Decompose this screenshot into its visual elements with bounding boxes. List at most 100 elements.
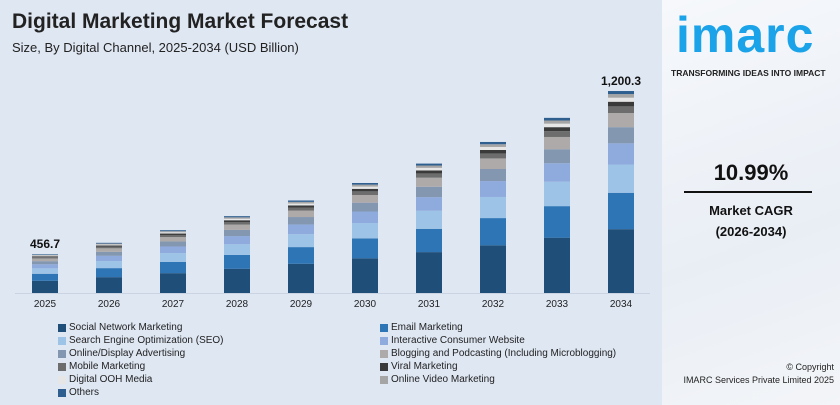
bar-segment (288, 263, 314, 293)
bar-segment (352, 186, 378, 189)
copyright: © Copyright (786, 362, 834, 372)
legend-swatch (58, 362, 66, 371)
bar-segment (416, 165, 442, 168)
x-tick-label: 2026 (98, 299, 121, 310)
legend-swatch (380, 349, 388, 358)
bar-segment (608, 106, 634, 114)
bar-segment (96, 251, 122, 256)
bar-segment (224, 217, 250, 219)
bar-segment (416, 163, 442, 166)
legend-swatch (380, 362, 388, 371)
bar-segment (32, 268, 58, 274)
legend-swatch (58, 323, 66, 332)
bar-segment (480, 149, 506, 154)
bar-segment (96, 244, 122, 246)
bar-segment (32, 273, 58, 281)
data-label: 1,200.3 (601, 74, 641, 88)
bar-segment (544, 181, 570, 207)
bar-segment (32, 264, 58, 269)
bar-segment (224, 244, 250, 255)
bar-segment (288, 200, 314, 202)
bar-segment (224, 220, 250, 222)
chart-subtitle: Size, By Digital Channel, 2025-2034 (USD… (12, 40, 299, 55)
bar-segment (160, 237, 186, 242)
bar-segment (544, 127, 570, 132)
bar-segment (96, 255, 122, 262)
x-tick-label: 2034 (610, 299, 633, 310)
bar-segment (480, 141, 506, 145)
bar-segment (416, 170, 442, 174)
bar-segment (480, 169, 506, 182)
stacked-bar-chart: 2025 456.7 2026 2027 2028 2029 2030 2031 2032 203… (15, 74, 650, 310)
bar-segment (288, 201, 314, 204)
bar-segment (544, 131, 570, 137)
x-tick-label: 2027 (162, 299, 185, 310)
chart-title: Digital Marketing Market Forecast (12, 10, 349, 33)
bar-segment (352, 223, 378, 239)
legend-label: Others (69, 387, 100, 398)
bar-segment (160, 230, 186, 232)
legend-item: Blogging and Podcasting (Including Micro… (380, 347, 616, 360)
legend-item: Mobile Marketing (58, 360, 224, 373)
legend-label: Social Network Marketing (69, 322, 183, 333)
bar-segment (288, 205, 314, 208)
bar-segment (352, 188, 378, 192)
bar-segment (416, 252, 442, 293)
bar-segment (288, 217, 314, 225)
bar-segment (96, 268, 122, 278)
bar-segment (160, 273, 186, 293)
bar-segment (608, 127, 634, 144)
brand-panel (662, 0, 840, 405)
x-tick-label: 2029 (290, 299, 313, 310)
legend-swatch (380, 323, 388, 332)
legend-label: Mobile Marketing (69, 361, 146, 372)
x-tick-label: 2033 (546, 299, 569, 310)
cagr-label: Market CAGR (709, 203, 793, 218)
imarc-logo: imarc (676, 7, 815, 63)
bar-segment (352, 211, 378, 224)
bar-segment (416, 197, 442, 211)
bar-segment (96, 245, 122, 247)
x-tick-label: 2028 (226, 299, 249, 310)
legend-label: Interactive Consumer Website (391, 335, 525, 346)
bar-segment (416, 186, 442, 198)
bar-segment (544, 123, 570, 128)
bar-segment (288, 247, 314, 264)
bar-segment (160, 232, 186, 234)
legend-label: Online/Display Advertising (69, 348, 186, 359)
legend-swatch (58, 375, 66, 384)
legend-label: Blogging and Podcasting (Including Micro… (391, 348, 617, 359)
bar-segment (544, 163, 570, 182)
bar-segment (352, 182, 378, 185)
bar-segment (480, 144, 506, 147)
legend-label: Digital OOH Media (69, 374, 153, 385)
legend-item: Search Engine Optimization (SEO) (58, 334, 224, 347)
bar-segment (224, 254, 250, 269)
bar-segment (224, 236, 250, 245)
cagr-value: 10.99% (713, 160, 789, 185)
bar-segment (160, 261, 186, 274)
legend-label: Viral Marketing (391, 361, 458, 372)
x-tick-label: 2032 (482, 299, 505, 310)
bar-segment (544, 149, 570, 164)
bar-segment (544, 120, 570, 124)
bar-segment (32, 280, 58, 293)
bar-segment (96, 246, 122, 249)
bar-segment (544, 237, 570, 293)
bar-segment (480, 158, 506, 170)
bar-segment (96, 277, 122, 293)
bar-segment (96, 261, 122, 269)
cagr-divider (684, 191, 812, 193)
legend-swatch (58, 349, 66, 358)
legend-label: Email Marketing (391, 322, 463, 333)
company-name: IMARC Services Private Limited 2025 (683, 375, 834, 385)
bar-segment (352, 184, 378, 187)
bar-segment (352, 258, 378, 293)
bar-segment (224, 229, 250, 237)
bar-segment (160, 231, 186, 233)
bar-segment (544, 136, 570, 150)
bar-segment (608, 94, 634, 98)
bar-segment (288, 234, 314, 248)
legend-right: Email Marketing Interactive Consumer Webs… (380, 321, 616, 386)
bar-segment (288, 210, 314, 218)
